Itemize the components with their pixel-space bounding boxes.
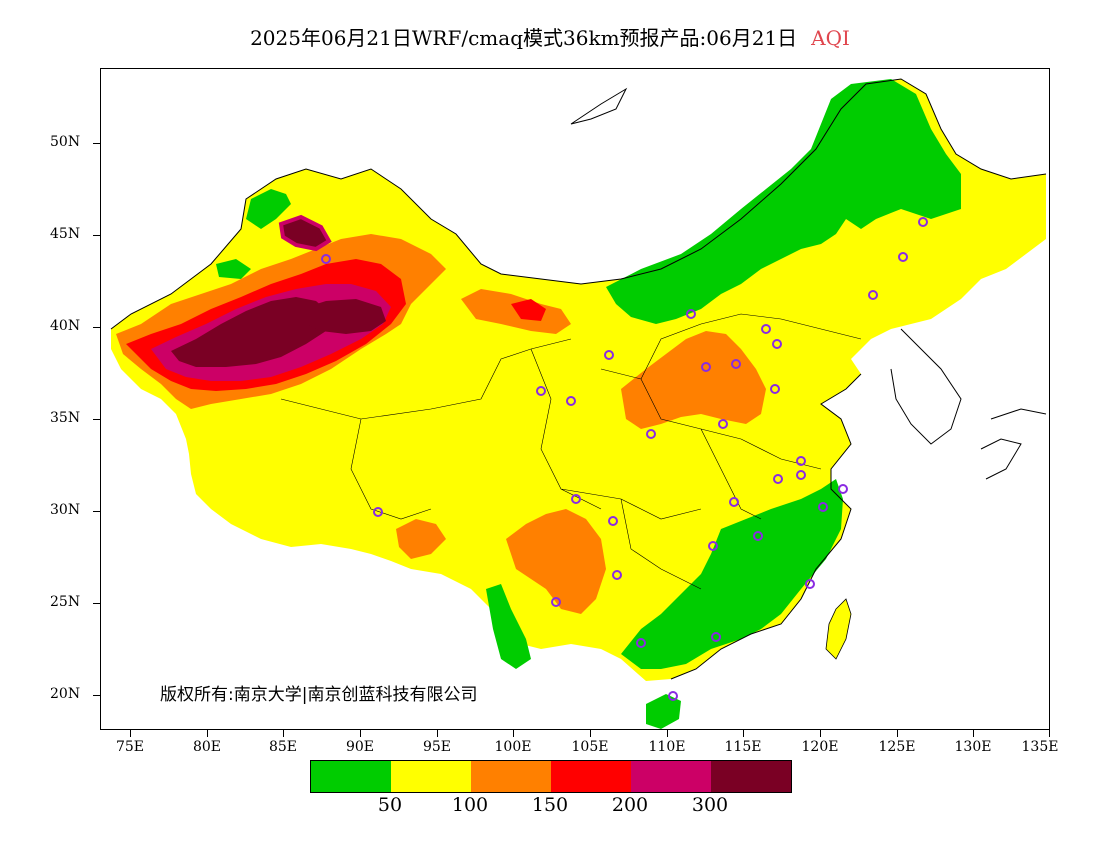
lon-tick: [743, 730, 744, 737]
lake-outline: [570, 87, 628, 125]
station-markers: [321, 217, 928, 701]
aqi-map: [110, 78, 1047, 729]
legend-swatch-good: [311, 761, 391, 792]
lat-tick: [93, 327, 100, 328]
lat-tick: [93, 695, 100, 696]
taiwan-island: [825, 598, 852, 660]
lon-label: 120E: [801, 739, 839, 755]
lat-label: 25N: [50, 594, 81, 610]
legend-swatch-sensitive: [471, 761, 551, 792]
lat-tick: [93, 235, 100, 236]
lon-tick: [130, 730, 131, 737]
map-title: 2025年06月21日WRF/cmaq模式36km预报产品:06月21日 AQI: [0, 22, 1100, 51]
lon-label: 90E: [345, 739, 375, 755]
central-orange-region: [621, 331, 766, 429]
lon-label: 130E: [954, 739, 992, 755]
legend-label: 200: [611, 794, 649, 816]
lon-tick: [283, 730, 284, 737]
legend-label: 50: [377, 794, 403, 816]
lon-label: 80E: [192, 739, 222, 755]
north-green-region: [606, 79, 961, 324]
yunnan-green-patch: [486, 584, 531, 669]
lon-tick: [590, 730, 591, 737]
lon-tick: [820, 730, 821, 737]
lon-tick: [360, 730, 361, 737]
lon-tick: [973, 730, 974, 737]
japan-coast: [980, 408, 1047, 480]
title-variable: AQI: [811, 26, 850, 50]
lat-label: 40N: [50, 318, 81, 334]
legend-swatch-very-unhealthy: [631, 761, 711, 792]
tibet-orange-patch: [396, 519, 446, 559]
lon-label: 100E: [494, 739, 532, 755]
map-panel: [100, 68, 1050, 730]
lon-tick: [667, 730, 668, 737]
lon-label: 95E: [422, 739, 452, 755]
legend-label: 100: [451, 794, 489, 816]
xinjiang-hazardous-east: [301, 299, 386, 334]
northwest-green-region: [246, 189, 291, 229]
lon-label: 115E: [724, 739, 762, 755]
legend-label: 300: [691, 794, 729, 816]
legend-label: 150: [531, 794, 569, 816]
lon-tick: [513, 730, 514, 737]
lat-tick: [93, 511, 100, 512]
title-main: 2025年06月21日WRF/cmaq模式36km预报产品:06月21日: [250, 26, 798, 50]
lon-tick: [1049, 730, 1050, 737]
gansu-red-patch: [511, 299, 546, 321]
lon-tick: [207, 730, 208, 737]
coastline: [670, 373, 862, 680]
country-border: [110, 78, 1047, 330]
legend-swatch-unhealthy: [551, 761, 631, 792]
aqi-legend-bar: [310, 760, 792, 793]
xinjiang-hazardous-region: [171, 297, 331, 367]
lat-label: 45N: [50, 226, 81, 242]
lat-label: 50N: [50, 134, 81, 150]
lon-tick: [897, 730, 898, 737]
lon-label: 125E: [878, 739, 916, 755]
lon-tick: [437, 730, 438, 737]
copyright-notice: 版权所有:南京大学|南京创蓝科技有限公司: [160, 685, 478, 705]
sichuan-orange-region: [506, 509, 606, 614]
west-green-patch: [216, 259, 251, 279]
lon-label: 135E: [1021, 739, 1059, 755]
legend-swatch-moderate: [391, 761, 471, 792]
lat-label: 30N: [50, 502, 81, 518]
lon-label: 75E: [115, 739, 145, 755]
lon-label: 105E: [571, 739, 609, 755]
lat-tick: [93, 603, 100, 604]
lat-label: 35N: [50, 410, 81, 426]
lon-label: 85E: [268, 739, 298, 755]
korea-coast: [890, 328, 962, 445]
south-green-region: [621, 479, 843, 669]
lat-label: 20N: [50, 686, 81, 702]
lat-tick: [93, 419, 100, 420]
lat-tick: [93, 143, 100, 144]
junggar-hazardous-patch: [278, 214, 332, 252]
lon-label: 110E: [648, 739, 686, 755]
legend-swatch-hazardous: [711, 761, 791, 792]
province-borders: [280, 313, 862, 590]
hainan-island: [646, 694, 681, 729]
